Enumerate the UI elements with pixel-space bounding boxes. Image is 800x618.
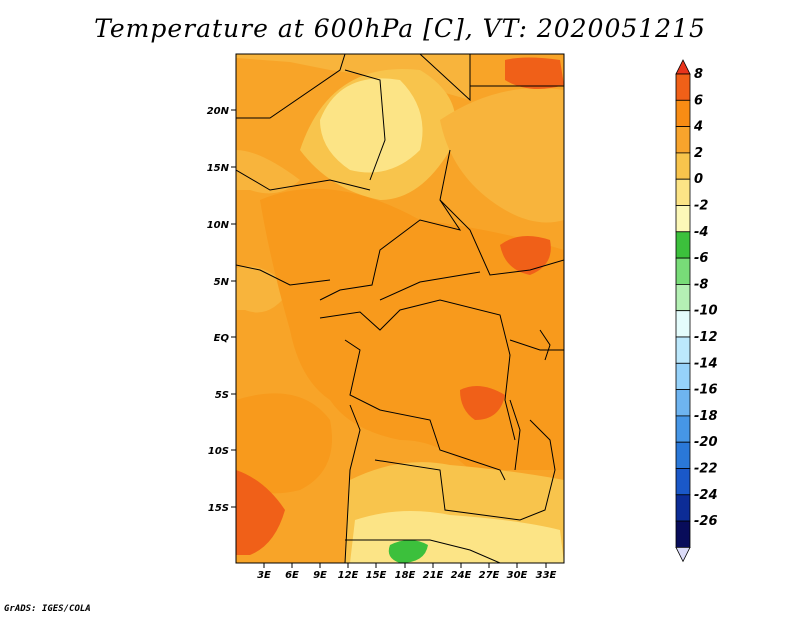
boundary-line [509,399,521,471]
colorbar-label: -24 [694,488,718,503]
colorbar-box [675,494,691,522]
colorbar-label: 0 [694,172,703,187]
colorbar-box [675,152,691,180]
boundary-line [236,54,346,119]
lon-tick-label: 12E [338,570,359,581]
colorbar-box [675,468,691,496]
field-zone [236,150,300,194]
field-zone [460,386,505,420]
colorbar-label: 8 [694,67,703,82]
chart-title: Temperature at 600hPa [C], VT: 202005121… [94,14,706,43]
colorbar-label: -4 [694,225,708,240]
lat-tick-label: 5N [214,277,230,288]
map-frame [235,53,565,564]
boundary-line [344,69,386,181]
lat-tick-label: 15N [207,163,230,174]
boundary-line [509,339,564,351]
field-zone [236,393,332,494]
field-zone [505,57,564,89]
colorbar-label: -26 [694,514,718,529]
lat-tick-label: EQ [214,333,230,344]
field-zone [388,540,428,563]
lon-tick-label: 24E [451,570,472,581]
colorbar-label: -12 [694,330,718,345]
colorbar-label: -18 [694,409,718,424]
colorbar-label: -2 [694,199,708,214]
lon-tick-label: 27E [479,570,500,581]
colorbar-box [675,441,691,469]
lon-tick-label: 21E [423,570,444,581]
field-zone [236,470,285,555]
colorbar-label: 4 [693,120,703,135]
colorbar-arrow-bottom [675,547,691,563]
colorbar-box [675,336,691,364]
colorbar-box [675,73,691,101]
boundary-line [236,264,331,286]
colorbar-label: 2 [694,146,703,161]
boundary-line [236,169,371,191]
lat-tick-label: 10S [208,446,229,457]
colorbar-box [675,389,691,417]
lat-tick-label: 10N [207,220,230,231]
lon-axis [263,563,547,568]
colorbar-label: -8 [694,277,708,292]
lon-tick-label: 15E [366,570,387,581]
lon-tick-label: 33E [536,570,557,581]
lon-tick-label: 30E [507,570,528,581]
boundary-line [539,329,551,361]
colorbar-box [675,362,691,390]
colorbar-label: -6 [694,251,708,266]
lon-tick-label: 6E [285,570,299,581]
lon-tick-label: 18E [395,570,416,581]
boundary-line [439,199,564,276]
colorbar-box [675,415,691,443]
colorbar-box [675,205,691,233]
field-zone [440,88,564,223]
colorbar-arrow-top [675,59,691,75]
colorbar-label: -10 [694,304,718,319]
colorbar-label: -14 [694,356,718,371]
colorbar-label: 6 [694,93,703,108]
field-zone [500,236,551,275]
country-boundaries [236,54,564,563]
lat-tick-label: 15S [208,503,229,514]
boundary-line [319,149,462,301]
colorbar-box [675,178,691,206]
colorbar-label: -16 [694,383,718,398]
boundary-line [379,271,481,301]
lon-tick-label: 9E [313,570,327,581]
colorbar-box [675,126,691,154]
credit-label: GrADS: IGES/COLA [4,604,91,614]
lat-tick-label: 5S [215,390,229,401]
boundary-line [319,299,516,441]
boundary-line [419,54,471,102]
colorbar-box [675,283,691,312]
temperature-field [236,54,564,563]
colorbar-box [675,99,691,128]
colorbar-box [675,257,691,285]
colorbar-label: -20 [694,435,718,450]
boundary-line [345,539,501,563]
colorbar-box [675,310,691,338]
boundary-line [344,339,506,481]
colorbar-box [675,520,691,548]
boundary-line [374,419,556,521]
lat-tick-label: 20N [207,106,230,117]
boundary-line [344,404,361,563]
field-zone [320,78,423,173]
colorbar-label: -22 [694,462,718,477]
colorbar-box [675,231,691,259]
colorbar: 8 6 4 2 0 -2 -4 -6 -8 -10 -12 -14 -16 -18 -20 -22 -24 -26 [675,59,718,563]
lon-tick-label: 3E [257,570,271,581]
field-zone [236,54,470,100]
lat-axis [231,109,236,508]
